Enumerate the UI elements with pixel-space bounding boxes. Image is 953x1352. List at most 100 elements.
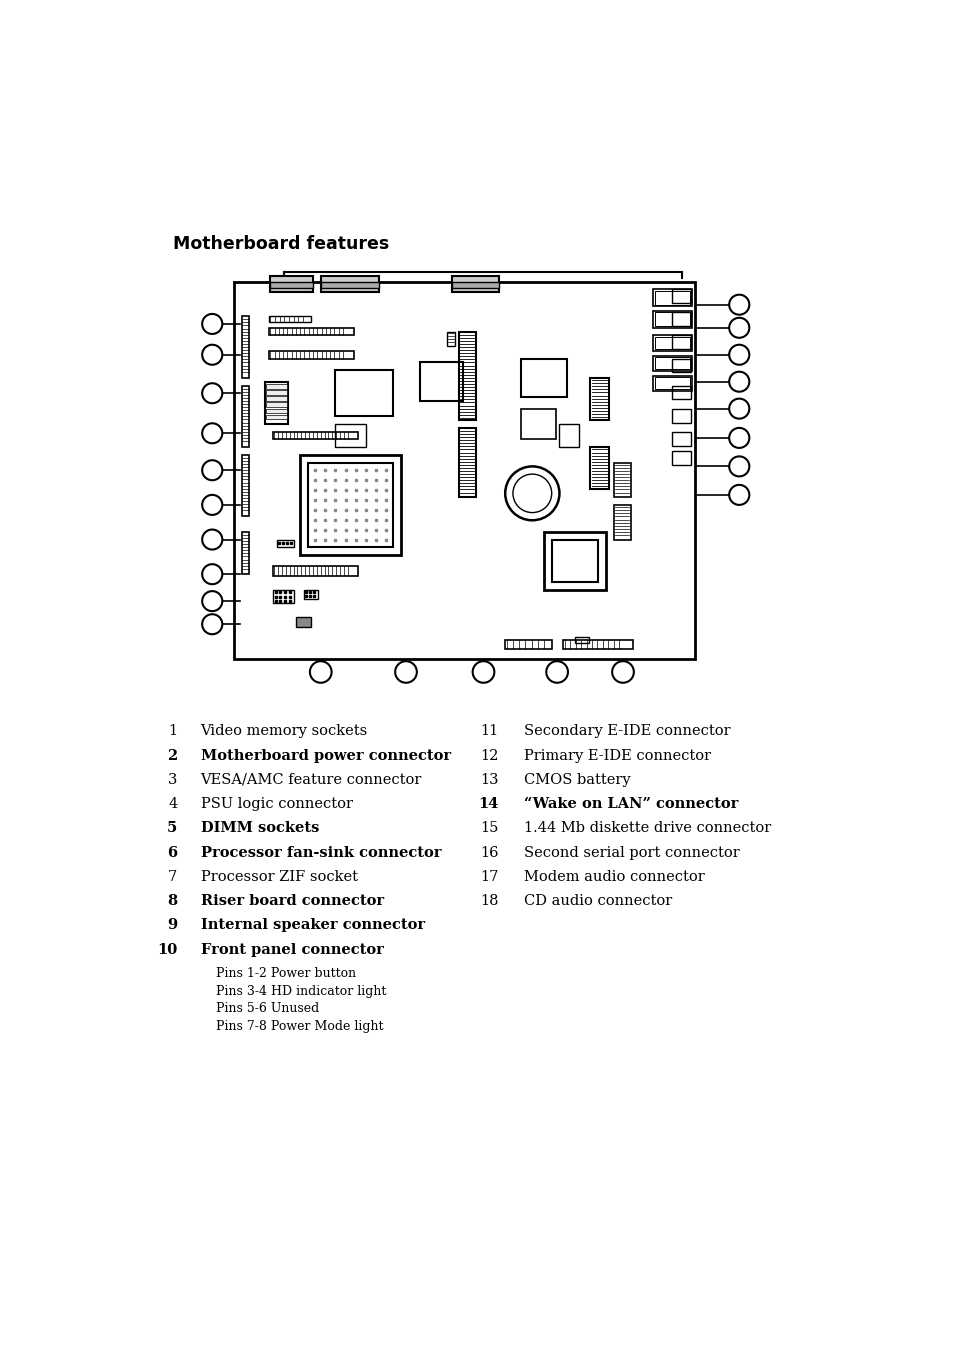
Bar [458,427,476,498]
Text: 1.44 Mb diskette drive connector: 1.44 Mb diskette drive connector [523,822,770,836]
Bar [273,589,294,603]
Circle shape [728,318,748,338]
Text: 3: 3 [168,773,177,787]
Circle shape [202,495,222,515]
Text: Internal speaker connector: Internal speaker connector [200,918,424,933]
Bar [295,617,311,627]
Bar [558,425,578,448]
Circle shape [202,314,222,334]
Bar [452,276,498,292]
Text: Video memory sockets: Video memory sockets [200,725,368,738]
Text: 10: 10 [157,942,177,957]
Bar [653,335,691,352]
Bar [562,639,633,649]
Text: Primary E-IDE connector: Primary E-IDE connector [523,749,710,763]
Circle shape [728,485,748,504]
Bar [671,408,691,422]
Text: 14: 14 [478,798,498,811]
Bar [671,431,691,446]
Bar [265,381,288,425]
Circle shape [728,295,748,315]
Bar [653,356,691,370]
Text: 2: 2 [167,749,177,763]
Bar [671,289,691,303]
Text: Riser board connector: Riser board connector [200,894,383,909]
Bar [654,377,690,389]
Bar [273,566,357,576]
Bar [266,403,286,407]
Bar [452,281,498,288]
Text: Processor fan-sink connector: Processor fan-sink connector [200,845,440,860]
Text: Motherboard power connector: Motherboard power connector [200,749,450,763]
Text: “Wake on LAN” connector: “Wake on LAN” connector [523,798,738,811]
Text: 16: 16 [480,845,498,860]
Text: Pins 5-6 Unused: Pins 5-6 Unused [216,1002,319,1015]
Bar [270,276,313,292]
Text: Pins 3-4 HD indicator light: Pins 3-4 HD indicator light [216,984,386,998]
Bar [654,291,690,304]
Bar [241,531,249,575]
Bar [241,454,249,516]
Circle shape [505,466,558,521]
Bar [505,639,551,649]
Circle shape [202,614,222,634]
Text: 13: 13 [480,773,498,787]
Bar [671,335,691,349]
Text: 18: 18 [480,894,498,909]
Bar [613,462,630,498]
Text: Second serial port connector: Second serial port connector [523,845,739,860]
Bar [671,452,691,465]
Text: CMOS battery: CMOS battery [523,773,630,787]
Bar [654,337,690,349]
Circle shape [395,661,416,683]
Text: 8: 8 [167,894,177,909]
Text: 6: 6 [167,845,177,860]
Bar [266,408,286,414]
Circle shape [728,427,748,448]
Circle shape [728,399,748,419]
Bar [266,391,286,395]
Bar [266,415,286,419]
Bar [575,637,588,642]
Bar [299,454,400,554]
Bar [653,376,691,391]
Bar [266,396,286,402]
Bar [654,312,690,326]
Text: 15: 15 [480,822,498,836]
Bar [671,358,691,372]
Circle shape [202,564,222,584]
Text: Pins 1-2 Power button: Pins 1-2 Power button [216,967,355,980]
Text: Motherboard features: Motherboard features [173,235,390,253]
Bar [520,358,567,397]
Text: 12: 12 [480,749,498,763]
Bar [419,362,462,402]
Bar [320,276,378,292]
Text: VESA/AMC feature connector: VESA/AMC feature connector [200,773,421,787]
Circle shape [472,661,494,683]
Bar [266,384,286,388]
Bar [233,281,695,658]
Bar [303,589,317,599]
Circle shape [310,661,332,683]
Bar [458,331,476,420]
Text: 17: 17 [480,869,498,884]
Bar [269,352,354,358]
Bar [653,289,691,307]
Bar [335,370,393,416]
Bar [241,385,249,448]
Bar [520,408,555,439]
Text: Secondary E-IDE connector: Secondary E-IDE connector [523,725,730,738]
Circle shape [202,423,222,443]
Bar [671,385,691,399]
Bar [276,539,294,548]
Text: Modem audio connector: Modem audio connector [523,869,704,884]
Bar [269,327,354,335]
Bar [543,531,605,589]
Bar [269,316,311,322]
Bar [654,357,690,369]
Circle shape [202,383,222,403]
Text: Pins 7-8 Power Mode light: Pins 7-8 Power Mode light [216,1019,383,1033]
Circle shape [728,345,748,365]
Bar [590,448,608,489]
Circle shape [202,530,222,549]
